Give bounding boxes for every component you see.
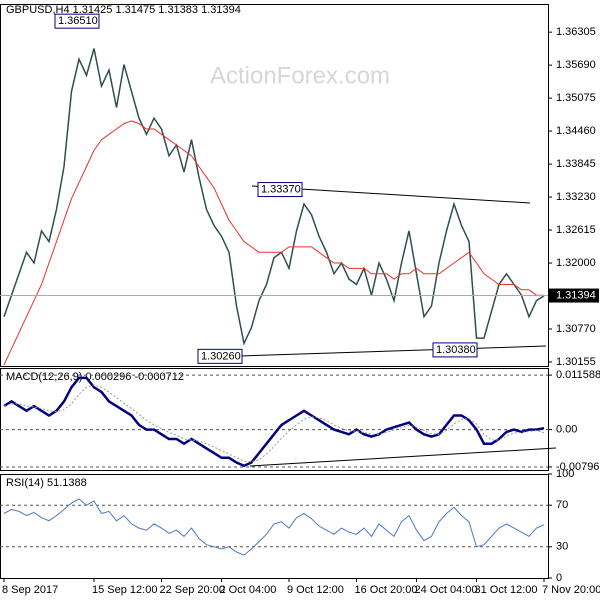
y-tick-label: 0.011588 [556, 369, 600, 381]
panel-frame [0, 474, 549, 579]
x-tick-label: 16 Oct 20:00 [355, 584, 418, 596]
series-line [3, 384, 545, 463]
y-tick-label: 1.35075 [556, 92, 596, 104]
y-tick-label: 1.32000 [556, 257, 596, 269]
annotation-label: 1.33370 [261, 183, 301, 195]
trend-line [239, 345, 547, 357]
series-line [3, 120, 544, 366]
y-tick-label: 1.30155 [556, 356, 596, 368]
x-tick-label: 31 Oct 12:00 [475, 584, 538, 596]
last-price-box [549, 288, 599, 303]
macd-title: MACD(12,26,9) 0.000296 -0.000712 [6, 371, 184, 383]
y-tick-label: 1.33230 [556, 191, 596, 203]
series-line [3, 48, 545, 346]
x-tick-label: 2 Oct 04:00 [220, 584, 277, 596]
annotation-label: 1.30380 [436, 344, 476, 356]
y-tick-label: 100 [556, 468, 574, 480]
y-tick-label: 1.35690 [556, 59, 596, 71]
annotation-box [432, 342, 478, 358]
x-tick-label: 24 Oct 04:00 [415, 584, 478, 596]
annotation-box [257, 182, 303, 198]
series-line [3, 498, 545, 556]
y-tick-label: 1.32615 [556, 224, 596, 236]
y-tick-label: 1.33845 [556, 158, 596, 170]
x-tick-label: 22 Sep 20:00 [160, 584, 225, 596]
y-tick-label: 1.34460 [556, 125, 596, 137]
y-tick-label: 70 [556, 499, 568, 511]
x-tick-label: 15 Sep 12:00 [92, 584, 157, 596]
watermark: ActionForex.com [210, 62, 390, 89]
y-tick-label: 0.00 [556, 423, 577, 435]
trend-line [249, 447, 557, 467]
y-tick-label: 30 [556, 541, 568, 553]
x-tick-label: 8 Sep 2017 [2, 584, 58, 596]
x-tick-label: 9 Oct 12:00 [287, 584, 344, 596]
annotation-label: 1.30260 [201, 350, 241, 362]
rsi-title: RSI(14) 51.1388 [6, 477, 87, 489]
chart-title: GBPUSD,H4 1.31425 1.31475 1.31383 1.3139… [6, 4, 241, 16]
y-tick-label: 0 [556, 572, 562, 584]
x-tick-label: 7 Nov 20:00 [542, 584, 600, 596]
panel-frame [0, 368, 549, 471]
y-tick-label: 1.36305 [556, 26, 596, 38]
annotation-box [197, 348, 243, 364]
y-tick-label: 1.30770 [556, 323, 596, 335]
series-line [3, 376, 545, 468]
panel-frame [0, 4, 549, 367]
annotation-label: 1.36510 [58, 15, 98, 27]
last-price-label: 1.31394 [556, 289, 596, 301]
annotation-box [54, 13, 100, 29]
